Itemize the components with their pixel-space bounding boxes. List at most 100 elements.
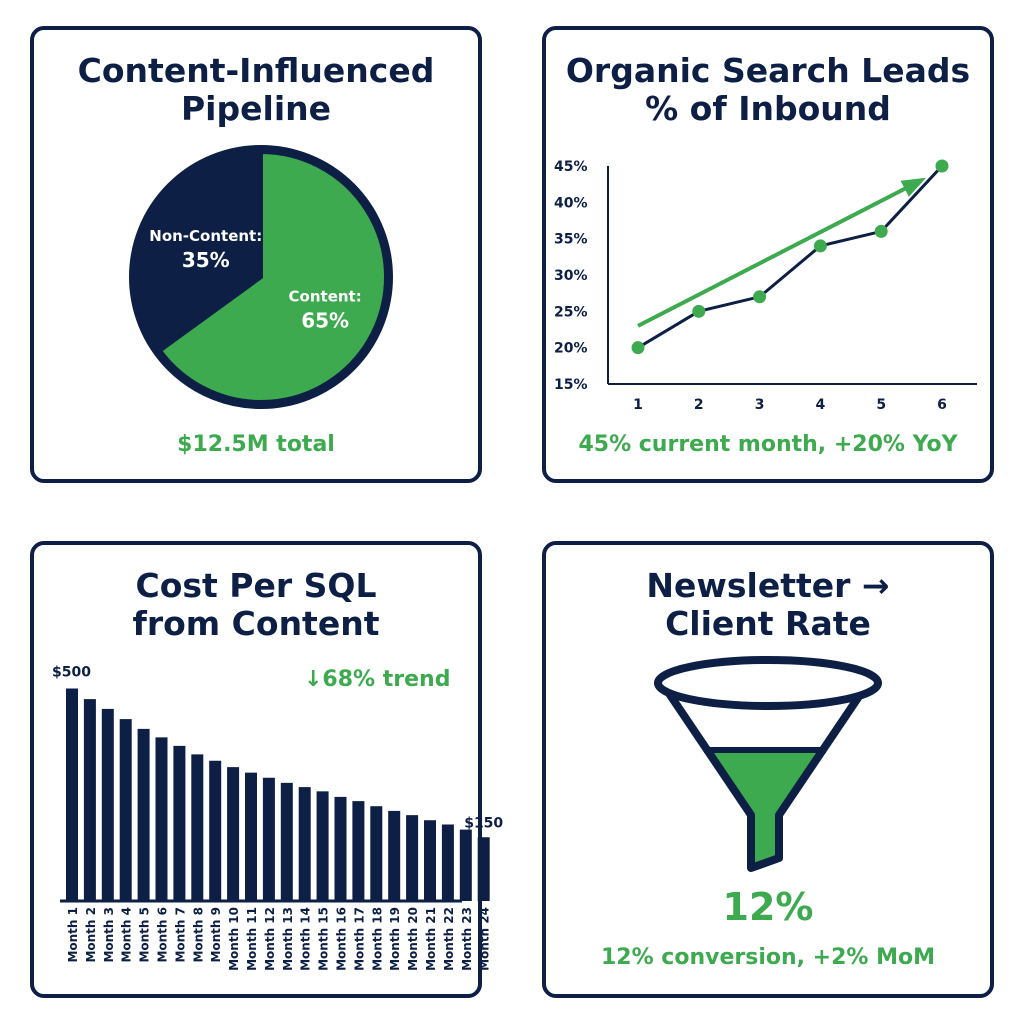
x-tick-label: Month 6 xyxy=(156,907,170,963)
bar xyxy=(155,737,168,901)
pie-slice-value: 35% xyxy=(182,248,230,272)
funnel-rim xyxy=(654,656,882,710)
x-tick-label: Month 5 xyxy=(138,907,152,963)
data-point xyxy=(874,224,888,238)
x-tick-label: Month 4 xyxy=(120,907,134,963)
pipeline-title: Content-Influenced Pipeline xyxy=(34,52,478,128)
x-tick-label: Month 7 xyxy=(173,907,187,963)
pie-outline xyxy=(129,145,393,409)
organic-title-line2: % of Inbound xyxy=(645,89,891,128)
organic-footer: 45% current month, +20% YoY xyxy=(578,432,958,457)
funnel-big-value: 12% xyxy=(722,885,814,929)
x-tick-label: Month 14 xyxy=(299,907,313,971)
x-tick-label: 4 xyxy=(816,397,826,413)
y-tick-label: 40% xyxy=(554,195,588,211)
bar xyxy=(137,728,150,901)
pie-chart: Content: 65% Non-Content: 35% xyxy=(129,145,393,409)
bar xyxy=(370,806,383,901)
pipeline-title-line2: Pipeline xyxy=(181,89,331,128)
bar xyxy=(173,745,186,901)
pipeline-card: Content-Influenced Pipeline Content: 65% N… xyxy=(30,26,482,483)
y-tick-label: 35% xyxy=(554,232,588,248)
bar xyxy=(245,772,257,901)
trend-arrow-line xyxy=(637,178,922,328)
series-line xyxy=(637,164,944,349)
bar xyxy=(83,699,96,901)
y-tick-label: 20% xyxy=(554,341,588,357)
first-value-label: $500 xyxy=(52,665,91,681)
bar xyxy=(459,829,472,901)
organic-title-line1: Organic Search Leads xyxy=(565,51,971,90)
x-tick-label: Month 11 xyxy=(245,907,259,971)
data-point xyxy=(692,304,706,318)
pie-slice-value: 65% xyxy=(301,309,349,333)
bar xyxy=(406,815,419,901)
y-tick-label: 30% xyxy=(554,268,588,284)
x-tick-label: Month 10 xyxy=(227,907,241,971)
organic-title: Organic Search Leads % of Inbound xyxy=(546,52,990,128)
cost-title-line2: from Content xyxy=(132,604,380,643)
bar xyxy=(209,760,222,901)
x-tick-label: Month 2 xyxy=(84,907,98,963)
line-chart: 15% 20% 25% 30% 35% 40% 45% 1 2 3 4 5 6 xyxy=(554,159,977,413)
bar xyxy=(262,777,275,901)
funnel-graphic xyxy=(654,656,882,872)
x-tick-label: Month 12 xyxy=(263,907,277,971)
x-tick-label: Month 15 xyxy=(317,907,331,971)
bar xyxy=(316,791,329,901)
bar xyxy=(388,810,401,901)
cost-trend-label: ↓68% trend xyxy=(304,667,451,692)
organic-card: Organic Search Leads % of Inbound 15% 20%… xyxy=(542,26,994,483)
cost-title: Cost Per SQL from Content xyxy=(34,567,478,643)
x-tick-label: 1 xyxy=(633,397,643,413)
pie-slice-content xyxy=(157,150,388,404)
pie-slice-label: Content: xyxy=(289,288,362,306)
x-tick-label: Month 21 xyxy=(424,907,438,971)
pie-slice-label: Non-Content: xyxy=(149,227,262,245)
x-tick-label: Month 13 xyxy=(281,907,295,971)
cost-card: Cost Per SQL from Content ↓68% trend Mon… xyxy=(30,541,503,998)
bar xyxy=(441,824,454,901)
x-tick-label: Month 22 xyxy=(442,907,456,971)
bar xyxy=(66,688,78,901)
bar xyxy=(191,754,204,901)
bar-chart: Month 1 Month 2 Month 3 Month 4 Month 5 Month… xyxy=(52,665,503,971)
x-tick-label: Month 3 xyxy=(102,907,116,963)
x-tick-label: Month 1 xyxy=(66,907,80,963)
trend-arrow-head xyxy=(900,177,927,197)
x-tick-label: Month 20 xyxy=(406,907,420,971)
funnel-title-line2: Client Rate xyxy=(665,604,871,643)
pie-slice-non-content xyxy=(134,150,263,353)
data-point xyxy=(813,239,827,253)
pipeline-footer: $12.5M total xyxy=(177,432,335,457)
funnel-body xyxy=(658,680,872,872)
data-point xyxy=(935,159,949,173)
bar xyxy=(101,708,114,901)
bar xyxy=(477,837,490,901)
y-tick-label: 45% xyxy=(554,159,588,175)
funnel-footer: 12% conversion, +2% MoM xyxy=(600,945,936,970)
bar xyxy=(227,767,240,901)
x-tick-label: 3 xyxy=(755,397,765,413)
bar xyxy=(280,782,293,901)
x-tick-label: 2 xyxy=(694,397,704,413)
x-tick-label: Month 8 xyxy=(191,907,205,963)
x-tick-label: Month 17 xyxy=(352,907,366,971)
last-value-label: $150 xyxy=(464,815,503,831)
funnel-card: Newsletter → Client Rate 12% 12% convers… xyxy=(542,541,994,998)
y-tick-label: 25% xyxy=(554,304,588,320)
x-tick-label: Month 23 xyxy=(460,907,474,971)
bar xyxy=(119,719,132,901)
x-tick-label: 5 xyxy=(876,397,886,413)
data-point xyxy=(753,290,767,304)
funnel-title: Newsletter → Client Rate xyxy=(546,567,990,643)
bar xyxy=(334,796,347,901)
data-point xyxy=(631,341,645,355)
bar xyxy=(352,801,365,901)
x-tick-label: 6 xyxy=(937,397,947,413)
x-tick-label: Month 18 xyxy=(370,907,384,971)
x-tick-label: Month 24 xyxy=(478,907,492,971)
funnel-title-line1: Newsletter → xyxy=(646,566,890,605)
cost-title-line1: Cost Per SQL xyxy=(135,566,377,605)
x-tick-label: Month 19 xyxy=(388,907,402,971)
